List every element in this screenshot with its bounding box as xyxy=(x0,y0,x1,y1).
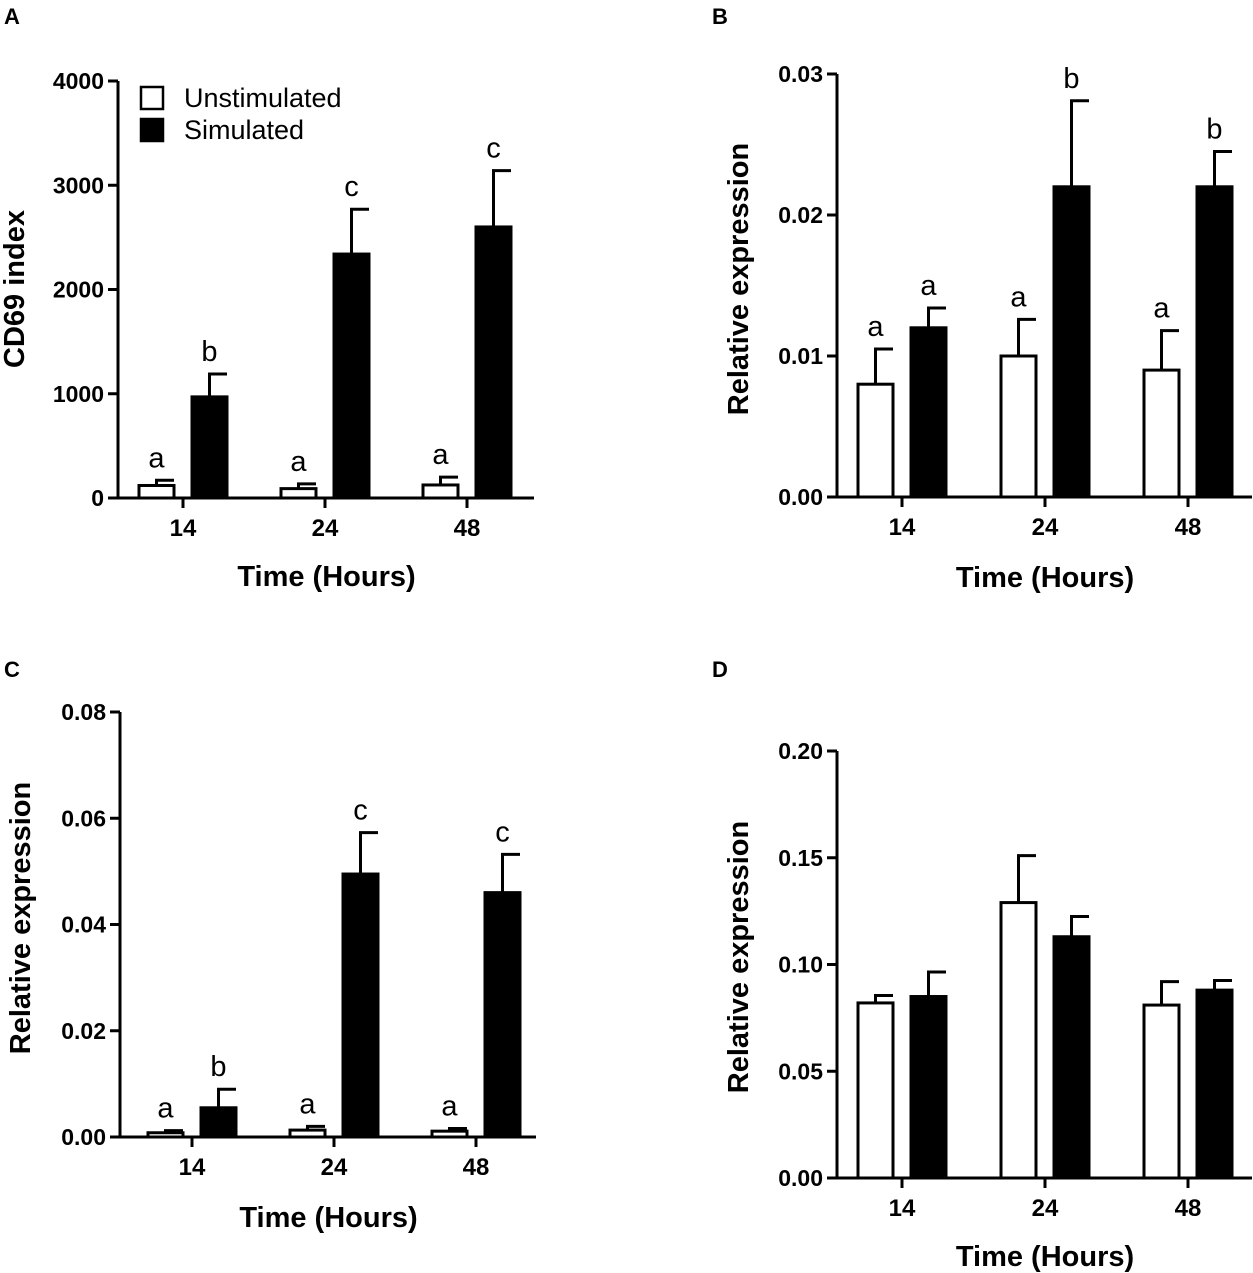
panel-d: D 0.00 0.05 0.10 0.15 0.20 14 24 48 Time (Hours) R… xyxy=(712,657,1252,1273)
y-tick-label: 0 xyxy=(91,485,104,511)
y-axis-title: Relative expression xyxy=(723,143,755,415)
y-tick-label: 0.00 xyxy=(778,484,823,510)
y-tick-label: 0.00 xyxy=(61,1124,106,1150)
bar-unstimulated xyxy=(856,382,895,499)
bar-stimulated xyxy=(1052,185,1091,499)
x-tick-label: 14 xyxy=(179,1154,206,1181)
significance-label: c xyxy=(353,795,368,827)
x-tick-label: 24 xyxy=(1032,514,1059,541)
bar-unstimulated xyxy=(288,1128,327,1139)
y-tick-label: 0.06 xyxy=(61,805,106,831)
x-tick-label: 14 xyxy=(889,514,916,541)
x-tick-label: 24 xyxy=(1032,1195,1059,1222)
bar-unstimulated xyxy=(421,483,460,500)
x-tick-label: 48 xyxy=(1175,514,1202,541)
legend-swatch-stimulated xyxy=(139,117,165,143)
x-tick-label: 14 xyxy=(889,1195,916,1222)
y-tick-label: 0.08 xyxy=(61,699,106,725)
bar-unstimulated xyxy=(999,901,1038,1180)
panel-letter: C xyxy=(4,657,20,682)
y-tick-label: 0.04 xyxy=(61,912,106,938)
bar-stimulated xyxy=(199,1106,238,1139)
x-axis-title: Time (Hours) xyxy=(237,561,415,593)
significance-label: a xyxy=(148,442,165,474)
x-tick-label: 14 xyxy=(170,515,197,542)
significance-label: c xyxy=(486,133,501,165)
legend-label-unstimulated: Unstimulated xyxy=(184,83,342,113)
significance-label: b xyxy=(210,1051,226,1083)
significance-label: a xyxy=(920,270,937,302)
y-tick-label: 0.03 xyxy=(778,61,823,87)
bar-unstimulated xyxy=(137,483,176,500)
x-axis-title: Time (Hours) xyxy=(956,1241,1134,1273)
x-tick-label: 48 xyxy=(463,1154,490,1181)
bar-unstimulated xyxy=(1142,368,1181,499)
significance-label: a xyxy=(299,1088,316,1120)
panel-a: A 0 1000 2000 3000 4000 14 24 48 Time (Hours) CD69… xyxy=(0,4,534,593)
y-tick-label: 0.15 xyxy=(778,845,823,871)
y-tick-label: 0.20 xyxy=(778,738,823,764)
y-tick-label: 0.05 xyxy=(778,1058,823,1084)
y-tick-label: 1000 xyxy=(53,381,104,407)
x-axis-title: Time (Hours) xyxy=(239,1202,417,1234)
x-tick-label: 48 xyxy=(1175,1195,1202,1222)
y-tick-label: 4000 xyxy=(53,68,104,94)
bar-stimulated xyxy=(341,872,380,1139)
significance-label: b xyxy=(1063,63,1079,95)
panel-letter: B xyxy=(712,4,728,29)
bar-stimulated xyxy=(1195,185,1234,499)
bar-stimulated xyxy=(1195,988,1234,1180)
x-axis-title: Time (Hours) xyxy=(956,562,1134,594)
bar-stimulated xyxy=(190,395,229,500)
panel-letter: D xyxy=(712,657,728,682)
significance-label: b xyxy=(1206,114,1222,146)
panel-b: B 0.00 0.01 0.02 0.03 14 24 48 Time (Hours) Relat… xyxy=(712,4,1252,594)
bar-stimulated xyxy=(483,891,522,1139)
legend-swatch-unstimulated xyxy=(139,85,165,111)
significance-label: a xyxy=(1153,293,1170,325)
x-tick-label: 48 xyxy=(454,515,481,542)
significance-label: a xyxy=(432,439,449,471)
significance-label: c xyxy=(495,816,510,848)
significance-label: b xyxy=(201,336,217,368)
significance-label: a xyxy=(441,1091,458,1123)
bar-unstimulated xyxy=(146,1131,185,1139)
significance-label: a xyxy=(1010,281,1027,313)
y-tick-label: 3000 xyxy=(53,172,104,198)
y-tick-label: 0.10 xyxy=(778,952,823,978)
bar-unstimulated xyxy=(999,354,1038,499)
x-tick-label: 24 xyxy=(312,515,339,542)
significance-label: a xyxy=(290,446,307,478)
y-tick-label: 0.00 xyxy=(778,1165,823,1191)
bar-stimulated xyxy=(909,995,948,1180)
panel-letter: A xyxy=(4,4,20,29)
y-tick-label: 0.02 xyxy=(778,202,823,228)
y-axis-title: CD69 index xyxy=(0,210,31,368)
bar-stimulated xyxy=(332,252,371,500)
x-tick-label: 24 xyxy=(321,1154,348,1181)
y-axis-title: Relative expression xyxy=(723,821,755,1093)
panel-c: C 0.00 0.02 0.04 0.06 0.08 14 24 48 Time (Hours) R… xyxy=(4,657,536,1234)
significance-label: c xyxy=(344,171,359,203)
bar-unstimulated xyxy=(279,487,318,500)
bar-stimulated xyxy=(909,326,948,499)
y-axis-title: Relative expression xyxy=(5,782,37,1054)
significance-label: a xyxy=(157,1093,174,1125)
bar-stimulated xyxy=(474,225,513,500)
legend-label-stimulated: Simulated xyxy=(184,115,304,145)
y-tick-label: 2000 xyxy=(53,277,104,303)
significance-label: a xyxy=(867,311,884,343)
bar-unstimulated xyxy=(430,1129,469,1139)
y-tick-label: 0.01 xyxy=(778,343,823,369)
bar-unstimulated xyxy=(856,1001,895,1180)
bar-stimulated xyxy=(1052,935,1091,1180)
y-tick-label: 0.02 xyxy=(61,1018,106,1044)
bar-unstimulated xyxy=(1142,1003,1181,1180)
